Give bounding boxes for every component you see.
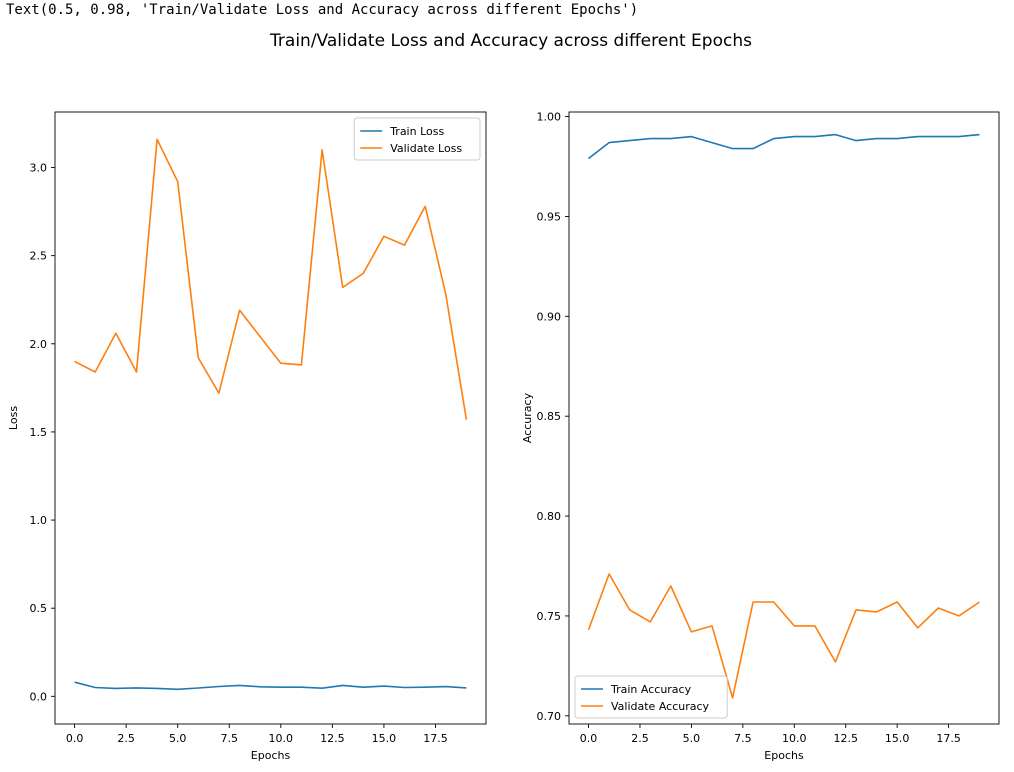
axes-frame bbox=[54, 111, 487, 725]
y-tick-label: 1.00 bbox=[537, 111, 562, 124]
x-tick-label: 12.5 bbox=[833, 732, 858, 745]
x-tick-label: 5.0 bbox=[169, 732, 187, 745]
x-tick-label: 17.5 bbox=[936, 732, 961, 745]
x-tick-label: 10.0 bbox=[269, 732, 294, 745]
y-tick-label: 0.75 bbox=[537, 610, 562, 623]
y-tick-label: 0.85 bbox=[537, 410, 562, 423]
x-tick-label: 2.5 bbox=[117, 732, 135, 745]
x-tick-label: 15.0 bbox=[372, 732, 397, 745]
y-tick-label: 0.0 bbox=[30, 690, 48, 703]
x-axis-label: Epochs bbox=[764, 749, 804, 762]
x-tick-label: 17.5 bbox=[423, 732, 448, 745]
accuracy-chart: 0.0 2.5 5.0 7.5 10.0 12.5 15.0 17.5 0.70 0.75 0.80… bbox=[521, 111, 1000, 762]
y-tick-label: 2.0 bbox=[30, 338, 48, 351]
x-tick-label: 5.0 bbox=[683, 732, 701, 745]
x-tick-label: 7.5 bbox=[221, 732, 239, 745]
y-tick-label: 1.0 bbox=[30, 514, 48, 527]
legend-label: Train Loss bbox=[389, 125, 444, 138]
legend-label: Train Accuracy bbox=[610, 683, 692, 696]
figure-title: Train/Validate Loss and Accuracy across … bbox=[269, 31, 752, 51]
legend-box bbox=[574, 675, 728, 719]
x-tick-label: 0.0 bbox=[580, 732, 598, 745]
legend-label: Validate Accuracy bbox=[611, 700, 710, 713]
loss-chart: 0.0 2.5 5.0 7.5 10.0 12.5 15.0 17.5 0.0 0.5 1.0 1.5… bbox=[7, 111, 487, 762]
x-tick-label: 15.0 bbox=[885, 732, 910, 745]
x-tick-label: 0.0 bbox=[66, 732, 84, 745]
legend-label: Validate Loss bbox=[390, 142, 462, 155]
y-tick-label: 0.5 bbox=[30, 602, 48, 615]
y-tick-label: 3.0 bbox=[30, 162, 48, 175]
series-line-validate-accuracy bbox=[587, 573, 980, 699]
y-axis-label: Loss bbox=[7, 406, 20, 430]
y-axis-label: Accuracy bbox=[521, 392, 534, 443]
y-tick-label: 0.70 bbox=[537, 710, 562, 723]
legend: Train Loss Validate Loss bbox=[353, 117, 481, 161]
series-line-train-accuracy bbox=[588, 133, 980, 160]
legend: Train Accuracy Validate Accuracy bbox=[574, 675, 728, 719]
x-tick-label: 7.5 bbox=[734, 732, 752, 745]
y-tick-label: 2.5 bbox=[30, 250, 48, 263]
y-tick-label: 1.5 bbox=[30, 426, 48, 439]
x-tick-label: 12.5 bbox=[320, 732, 345, 745]
x-tick-label: 10.0 bbox=[782, 732, 807, 745]
x-axis-label: Epochs bbox=[251, 749, 291, 762]
y-tick-label: 0.90 bbox=[537, 310, 562, 323]
series-line-validate-loss bbox=[74, 138, 468, 420]
cell-output-text: Text(0.5, 0.98, 'Train/Validate Loss and… bbox=[6, 2, 639, 18]
y-tick-label: 0.80 bbox=[537, 510, 562, 523]
axes-frame bbox=[568, 111, 1000, 725]
series-line-train-loss bbox=[74, 681, 467, 691]
y-tick-label: 0.95 bbox=[537, 210, 562, 223]
x-tick-label: 2.5 bbox=[631, 732, 649, 745]
legend-box bbox=[353, 117, 481, 161]
